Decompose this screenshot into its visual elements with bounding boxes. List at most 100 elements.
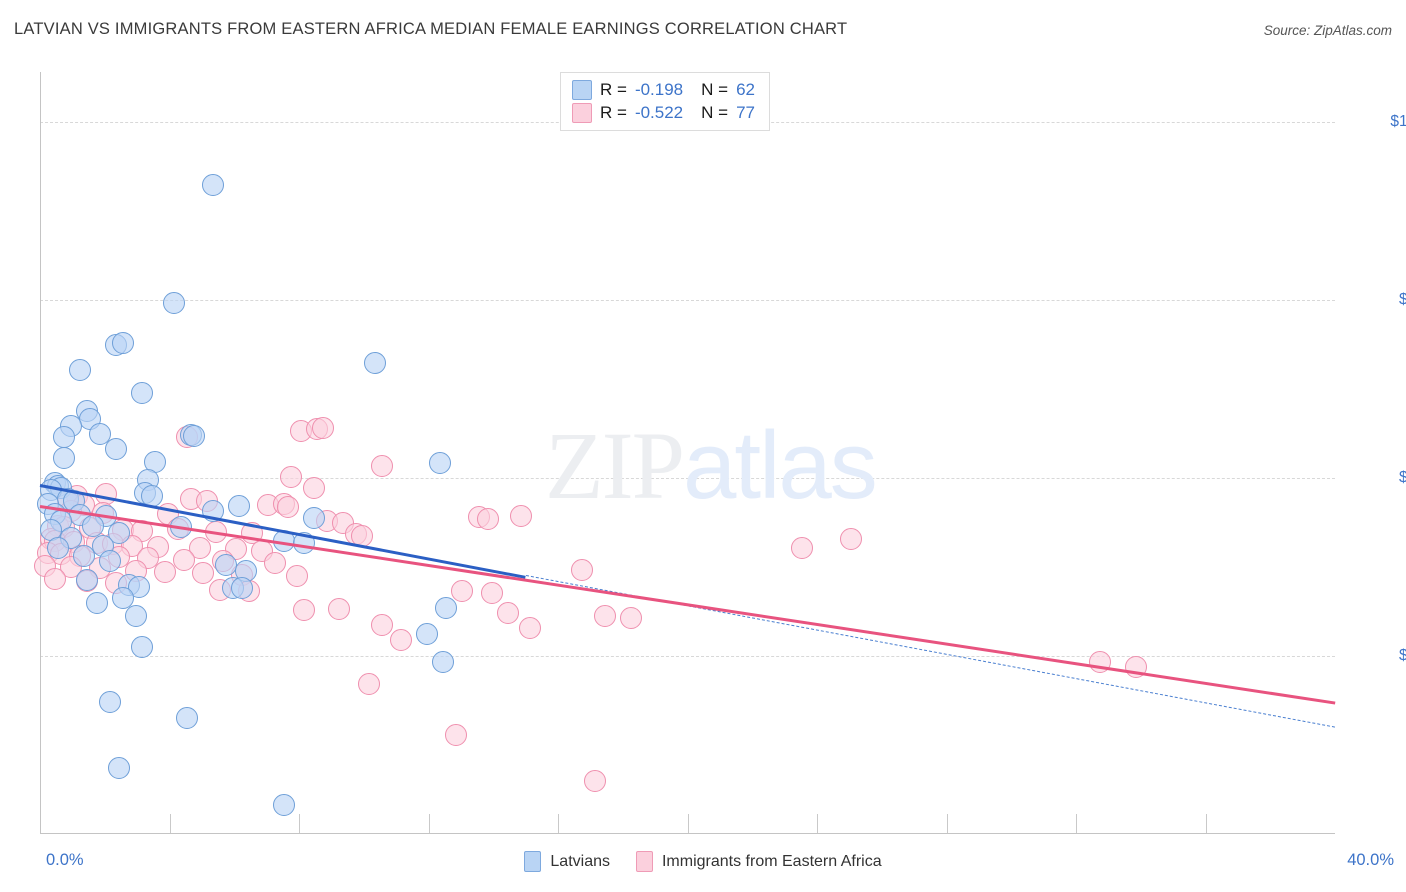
scatter-point[interactable]	[98, 549, 121, 572]
gridline	[40, 477, 1335, 479]
scatter-point[interactable]	[53, 446, 76, 469]
scatter-point[interactable]	[163, 291, 186, 314]
scatter-point[interactable]	[839, 528, 862, 551]
scatter-point[interactable]	[302, 476, 325, 499]
scatter-point[interactable]	[205, 521, 228, 544]
scatter-point[interactable]	[202, 173, 225, 196]
stat-row-immigrants: R = -0.522 N = 77	[572, 103, 755, 123]
page-title: LATVIAN VS IMMIGRANTS FROM EASTERN AFRIC…	[14, 20, 848, 38]
r-value-pink: -0.522	[634, 103, 684, 122]
scatter-point[interactable]	[192, 562, 215, 585]
r-label-pink: R =	[600, 103, 627, 122]
x-axis-tick	[299, 814, 300, 834]
scatter-point[interactable]	[351, 525, 374, 548]
scatter-point[interactable]	[173, 548, 196, 571]
scatter-point[interactable]	[370, 454, 393, 477]
x-axis-tick	[946, 814, 948, 834]
scatter-point[interactable]	[292, 599, 315, 622]
scatter-point[interactable]	[428, 451, 451, 474]
scatter-point[interactable]	[619, 606, 642, 629]
scatter-point[interactable]	[286, 565, 309, 588]
scatter-point[interactable]	[292, 531, 315, 554]
scatter-point[interactable]	[111, 332, 134, 355]
scatter-point[interactable]	[1089, 651, 1112, 674]
scatter-point[interactable]	[496, 601, 519, 624]
scatter-point[interactable]	[111, 587, 134, 610]
scatter-point[interactable]	[202, 500, 225, 523]
n-label-pink: N =	[701, 103, 729, 122]
plot-area: $25,000$50,000$75,000$100,000 ZIPatlas R…	[33, 72, 1406, 834]
scatter-point[interactable]	[75, 568, 98, 591]
scatter-point[interactable]	[130, 382, 153, 405]
scatter-point[interactable]	[584, 770, 607, 793]
scatter-point[interactable]	[43, 568, 66, 591]
scatter-point[interactable]	[593, 605, 616, 628]
scatter-point[interactable]	[124, 605, 147, 628]
scatter-point[interactable]	[415, 622, 438, 645]
scatter-point[interactable]	[53, 425, 76, 448]
scatter-point[interactable]	[82, 514, 105, 537]
scatter-point[interactable]	[571, 558, 594, 581]
scatter-point[interactable]	[1124, 656, 1147, 679]
scatter-point[interactable]	[364, 351, 387, 374]
scatter-point[interactable]	[46, 536, 69, 559]
x-axis-line	[40, 833, 1335, 834]
scatter-point[interactable]	[445, 724, 468, 746]
legend-item-immigrants[interactable]: Immigrants from Eastern Africa	[635, 851, 882, 872]
scatter-point[interactable]	[273, 793, 296, 816]
scatter-point[interactable]	[108, 521, 131, 544]
legend-swatch-immigrants	[635, 851, 653, 872]
scatter-point[interactable]	[231, 576, 254, 599]
scatter-point[interactable]	[95, 482, 118, 505]
scatter-point[interactable]	[72, 544, 95, 567]
scatter-point[interactable]	[451, 580, 474, 603]
r-value-blue: -0.198	[634, 80, 684, 99]
scatter-point[interactable]	[182, 424, 205, 447]
scatter-point[interactable]	[140, 485, 163, 508]
scatter-point[interactable]	[176, 706, 199, 729]
legend-swatch-latvians	[524, 851, 542, 872]
scatter-point[interactable]	[328, 597, 351, 620]
scatter-point[interactable]	[88, 423, 111, 446]
scatter-point[interactable]	[435, 596, 458, 619]
scatter-point[interactable]	[228, 494, 251, 517]
r-label-blue: R =	[600, 80, 627, 99]
scatter-point[interactable]	[127, 575, 150, 598]
scatter-point[interactable]	[276, 496, 299, 519]
scatter-point[interactable]	[130, 636, 153, 659]
correlation-stats-legend: R = -0.198 N = 62 R = -0.522 N = 77	[560, 72, 770, 131]
scatter-point[interactable]	[480, 582, 503, 605]
plot-background	[40, 72, 1335, 834]
scatter-point[interactable]	[98, 690, 121, 713]
scatter-point[interactable]	[169, 516, 192, 539]
x-axis-tick	[1205, 814, 1207, 834]
scatter-point[interactable]	[432, 650, 455, 673]
scatter-point[interactable]	[108, 757, 131, 780]
scatter-point[interactable]	[477, 507, 500, 530]
x-axis-tick	[1076, 814, 1077, 834]
scatter-point[interactable]	[509, 505, 532, 528]
scatter-point[interactable]	[189, 537, 212, 560]
scatter-point[interactable]	[279, 466, 302, 489]
legend-item-latvians[interactable]: Latvians	[524, 851, 610, 872]
scatter-point[interactable]	[357, 673, 380, 696]
scatter-point[interactable]	[791, 536, 814, 559]
scatter-point[interactable]	[312, 417, 335, 440]
scatter-point[interactable]	[105, 437, 128, 460]
scatter-point[interactable]	[263, 551, 286, 574]
scatter-point[interactable]	[370, 613, 393, 636]
x-axis-min-label: 0.0%	[46, 851, 84, 869]
stat-row-latvians: R = -0.198 N = 62	[572, 80, 755, 100]
scatter-point[interactable]	[389, 628, 412, 651]
legend-label-immigrants: Immigrants from Eastern Africa	[661, 852, 882, 870]
x-axis-tick	[817, 814, 818, 834]
y-axis-tick-label: $100,000	[1390, 112, 1406, 130]
scatter-point[interactable]	[153, 560, 176, 583]
scatter-point[interactable]	[302, 506, 325, 529]
source-attribution: Source: ZipAtlas.com	[1263, 23, 1392, 38]
scatter-point[interactable]	[69, 358, 92, 381]
scatter-point[interactable]	[215, 553, 238, 576]
scatter-point[interactable]	[519, 617, 542, 640]
scatter-point[interactable]	[241, 521, 264, 544]
scatter-point[interactable]	[85, 592, 108, 615]
